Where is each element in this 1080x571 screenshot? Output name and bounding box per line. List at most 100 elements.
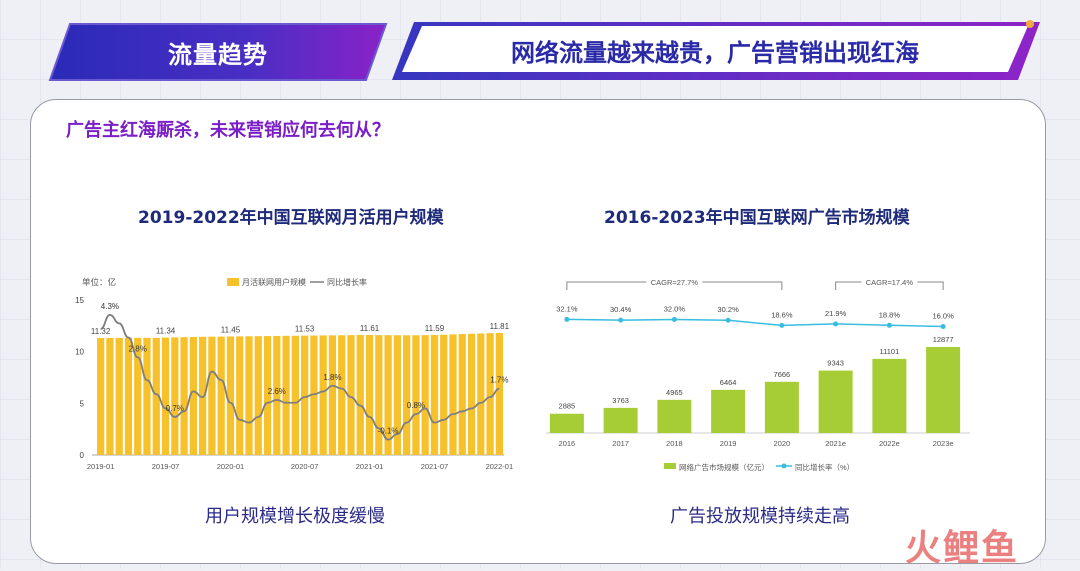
growth-rate-label: 18.6% — [771, 310, 793, 319]
legend-swatch-bar — [664, 463, 676, 469]
growth-rate-label: -0.1% — [378, 427, 399, 436]
growth-rate-label: 30.4% — [610, 305, 632, 314]
bar — [818, 370, 853, 433]
legend-label-bar: 网络广告市场规模（亿元） — [679, 462, 769, 472]
bar-value-label: 11.34 — [156, 327, 176, 336]
x-tick-label: 2021-01 — [356, 462, 384, 471]
watermark-logo: 火鲤鱼 — [905, 528, 1020, 569]
left-chart-title: 2019-2022年中国互联网月活用户规模 — [138, 208, 444, 228]
growth-rate-label: 2.8% — [129, 344, 147, 353]
bar — [467, 333, 476, 455]
bar — [347, 335, 355, 455]
bar — [412, 335, 420, 455]
bar — [273, 335, 281, 455]
growth-rate-point — [671, 316, 677, 322]
bar — [764, 381, 799, 433]
section-banner — [48, 23, 388, 81]
section-title: 流量趋势 — [168, 40, 268, 69]
headline: 网络流量越来越贵，广告营销出现红海 — [511, 38, 919, 67]
bar-value-label: 11.53 — [295, 325, 315, 334]
bar — [440, 334, 448, 455]
mau-chart: 单位：亿 月活联网用户规模 同比增长率 0 5 10 15 2019-01 2019-07 202… — [75, 277, 513, 471]
bar — [421, 335, 429, 455]
bar — [97, 338, 105, 455]
bar — [189, 336, 197, 455]
bar — [449, 334, 457, 455]
bar-value-label: 11.81 — [490, 322, 510, 331]
bar — [124, 337, 133, 455]
bar-value-label: 11.61 — [360, 324, 380, 333]
bar — [495, 332, 503, 455]
legend-label-bar: 月活联网用户规模 — [242, 277, 306, 287]
bar — [430, 334, 439, 455]
cagr-label: CAGR=17.4% — [866, 278, 914, 287]
x-tick-label: 2022e — [879, 439, 900, 448]
cagr-label: CAGR=27.7% — [651, 278, 699, 287]
growth-rate-point — [725, 317, 731, 323]
growth-rate-label: 18.8% — [879, 310, 901, 319]
bar-value-label: 2885 — [559, 402, 576, 411]
bar — [180, 337, 188, 455]
bar — [549, 413, 584, 433]
y-tick-label: 0 — [80, 451, 85, 460]
panel-subtitle: 广告主红海厮杀，未来营销应何去何从？ — [66, 120, 390, 141]
x-tick-label: 2023e — [933, 439, 954, 448]
bar — [603, 407, 638, 433]
growth-rate-label: 32.1% — [556, 304, 578, 313]
bar — [486, 333, 494, 455]
growth-rate-label: 2.6% — [268, 387, 286, 396]
x-tick-label: 2020 — [774, 439, 791, 448]
bar — [711, 389, 746, 433]
growth-rate-point — [564, 316, 570, 322]
bar — [236, 336, 244, 455]
growth-rate-point — [779, 322, 785, 328]
right-chart-caption: 广告投放规模持续走高 — [670, 506, 850, 527]
x-tick-label: 2018 — [666, 439, 683, 448]
cagr-label-bg — [646, 276, 703, 288]
cagr-label-bg — [861, 276, 918, 288]
bar — [226, 336, 235, 455]
bar — [458, 334, 466, 455]
legend-swatch-point — [781, 463, 787, 469]
x-tick-label: 2019-07 — [152, 462, 180, 471]
growth-rate-label: 0.8% — [407, 401, 425, 410]
x-tick-label: 2021e — [825, 439, 846, 448]
legend-label-line: 同比增长率（%） — [795, 462, 854, 472]
growth-rate-label: 4.3% — [101, 302, 119, 311]
bar — [365, 335, 374, 455]
growth-rate-label: 1.7% — [490, 376, 508, 385]
y-tick-label: 15 — [75, 296, 84, 305]
y-tick-label: 10 — [75, 348, 84, 357]
bar — [282, 335, 290, 455]
bar — [872, 358, 907, 433]
bar — [217, 336, 225, 455]
bar — [245, 336, 253, 455]
bar — [393, 335, 401, 455]
bar — [254, 336, 262, 455]
y-tick-label: 5 — [80, 399, 85, 408]
bar-value-label: 11.59 — [425, 324, 445, 333]
bar-value-label: 11.45 — [221, 325, 241, 334]
bar — [171, 337, 179, 455]
bar-value-label: 12877 — [933, 335, 954, 344]
right-chart-title: 2016-2023年中国互联网广告市场规模 — [604, 208, 910, 228]
bar — [263, 336, 272, 455]
growth-rate-line — [100, 313, 500, 441]
bar-value-label: 11101 — [880, 347, 900, 356]
x-tick-label: 2017 — [612, 439, 629, 448]
bar — [115, 337, 123, 455]
growth-rate-label: 21.9% — [825, 309, 847, 318]
bar — [143, 337, 151, 455]
bar — [152, 337, 160, 455]
bar — [356, 335, 364, 455]
bar — [384, 335, 392, 455]
bar — [926, 347, 961, 433]
bar — [477, 333, 485, 455]
growth-rate-point — [940, 324, 946, 330]
bar-value-label: 3763 — [612, 396, 629, 405]
x-tick-label: 2019-01 — [87, 462, 115, 471]
ad-market-chart: 2885 2016 3763 2017 4965 2018 6464 2019 7666 2020… — [546, 276, 970, 472]
bar — [208, 336, 216, 455]
bar — [403, 335, 411, 455]
x-tick-label: 2020-01 — [217, 462, 245, 471]
